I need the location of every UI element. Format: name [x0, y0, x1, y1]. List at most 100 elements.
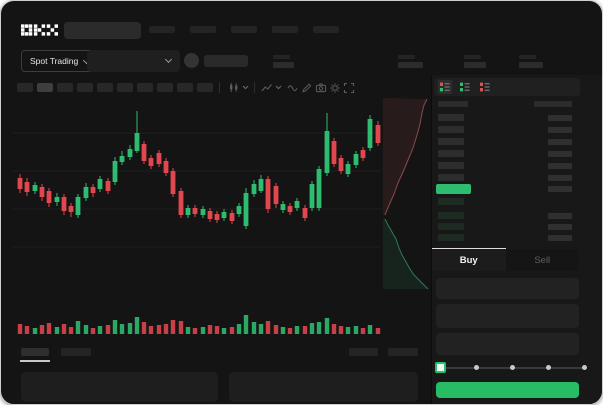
amount-slider[interactable] — [435, 361, 587, 375]
buy-tab[interactable]: Buy — [432, 249, 506, 271]
orderbook-ask-row[interactable] — [432, 114, 602, 124]
bid-amount-placeholder — [548, 213, 572, 219]
nav-item-placeholder[interactable] — [190, 26, 216, 33]
order-price-field[interactable] — [436, 278, 579, 299]
toolbar-divider — [254, 82, 255, 93]
ask-amount-placeholder — [548, 175, 572, 181]
chart-type-dropdown[interactable] — [241, 81, 250, 94]
nav-item-placeholder[interactable] — [272, 26, 298, 33]
timeframe-button[interactable] — [177, 83, 193, 92]
timeframe-button[interactable] — [197, 83, 213, 92]
slider-stop-dot[interactable] — [581, 365, 587, 370]
timeframe-button[interactable] — [77, 83, 93, 92]
buy-submit-button[interactable] — [436, 382, 579, 398]
ticker-stat — [464, 55, 486, 68]
expand-icon — [343, 82, 354, 93]
indicators-button[interactable] — [260, 81, 273, 94]
indicators-dropdown[interactable] — [274, 81, 283, 94]
overlay-button[interactable] — [286, 81, 299, 94]
orderbook-ask-row[interactable] — [432, 150, 602, 160]
ask-amount-placeholder — [548, 163, 572, 169]
chart-settings-button[interactable] — [328, 81, 341, 94]
fullscreen-button[interactable] — [342, 81, 355, 94]
orderbook-bid-row[interactable] — [432, 198, 602, 208]
timeframe-button[interactable] — [157, 83, 173, 92]
slider-stop-dot[interactable] — [473, 365, 479, 370]
ticker-stat — [519, 55, 543, 68]
price-chart[interactable] — [1, 1, 431, 351]
candlestick-icon — [230, 83, 238, 92]
timeframe-button[interactable] — [137, 83, 153, 92]
nav-item-placeholder[interactable] — [313, 26, 339, 33]
timeframe-button[interactable] — [97, 83, 113, 92]
chevron-down-icon — [275, 85, 282, 90]
line-chart-icon — [261, 84, 272, 92]
ask-price-placeholder — [438, 138, 464, 145]
sell-tab[interactable]: Sell — [505, 249, 579, 271]
bottom-action-placeholder[interactable] — [349, 348, 378, 356]
history-panel-placeholder — [229, 372, 418, 402]
orderbook-both-icon — [440, 82, 450, 92]
timeframe-button[interactable] — [117, 83, 133, 92]
bottom-tab[interactable] — [61, 348, 91, 356]
slider-handle[interactable] — [435, 362, 446, 373]
header-nav — [149, 26, 339, 33]
orderbook-layout-both-button[interactable] — [438, 80, 452, 94]
orderbook-layout-asks-button[interactable] — [478, 80, 492, 94]
orderbook-bid-row[interactable] — [432, 234, 602, 244]
orders-panel-placeholder — [21, 372, 218, 402]
nav-item-placeholder[interactable] — [149, 26, 175, 33]
toolbar-divider — [219, 82, 220, 93]
bottom-action-placeholder[interactable] — [388, 348, 418, 356]
ask-price-placeholder — [438, 150, 464, 157]
orderbook-ask-row[interactable] — [432, 174, 602, 184]
orderbook-amount-header — [534, 101, 572, 107]
ask-amount-placeholder — [548, 127, 572, 133]
timeframe-button[interactable] — [17, 83, 33, 92]
account-button[interactable] — [204, 55, 248, 67]
chart-type-button[interactable] — [227, 81, 240, 94]
pencil-icon — [302, 83, 312, 93]
order-total-field[interactable] — [436, 333, 579, 355]
bid-price-placeholder — [438, 198, 464, 205]
bottom-tab-active[interactable] — [21, 348, 49, 356]
screenshot-button[interactable] — [314, 81, 327, 94]
chevron-down-icon — [242, 85, 249, 90]
last-price-bar[interactable] — [436, 184, 471, 194]
ticker-stat — [273, 55, 294, 68]
timeframe-button[interactable] — [57, 83, 73, 92]
slider-stop-dot[interactable] — [509, 365, 515, 370]
order-side-tabs: Buy Sell — [432, 248, 579, 271]
orderbook-price-header — [438, 101, 468, 107]
gear-icon — [329, 82, 340, 93]
bid-price-placeholder — [438, 212, 464, 219]
orderbook-bid-row[interactable] — [432, 223, 602, 233]
ask-price-placeholder — [438, 174, 464, 181]
draw-button[interactable] — [300, 81, 313, 94]
slider-stop-dot[interactable] — [545, 365, 551, 370]
orderbook-ask-row[interactable] — [432, 126, 602, 136]
orderbook-ask-row[interactable] — [432, 138, 602, 148]
search-bar[interactable] — [64, 22, 141, 39]
orderbook-layout-bids-button[interactable] — [458, 80, 472, 94]
okx-logo[interactable] — [21, 24, 58, 36]
last-price-amount — [548, 186, 572, 192]
ask-price-placeholder — [438, 162, 464, 169]
timeframe-button[interactable] — [37, 83, 53, 92]
order-amount-field[interactable] — [436, 304, 579, 328]
bid-amount-placeholder — [548, 235, 572, 241]
camera-icon — [315, 83, 326, 92]
pair-selector[interactable] — [87, 50, 180, 72]
trade-panel: Buy Sell — [431, 75, 602, 404]
nav-item-placeholder[interactable] — [231, 26, 257, 33]
user-avatar[interactable] — [184, 53, 199, 68]
wave-icon — [287, 85, 298, 92]
orderbook-ask-row[interactable] — [432, 162, 602, 172]
orderbook-toolbar — [434, 78, 580, 96]
bottom-tab-underline — [20, 360, 50, 362]
ask-amount-placeholder — [548, 139, 572, 145]
timeframe-bar — [17, 83, 213, 92]
orderbook-bid-row[interactable] — [432, 212, 602, 222]
ask-amount-placeholder — [548, 115, 572, 121]
